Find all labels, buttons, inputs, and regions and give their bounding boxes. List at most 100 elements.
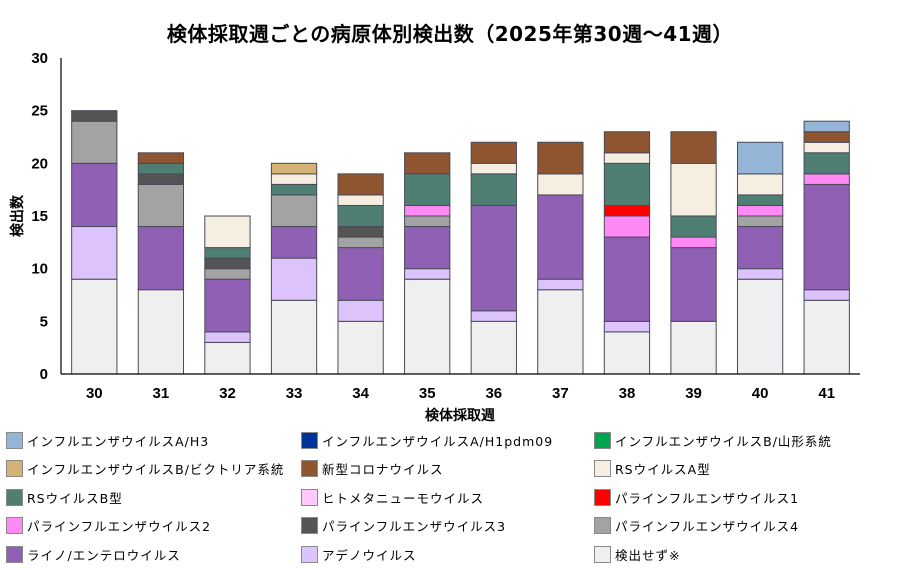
legend-label: インフルエンザウイルスB/山形系統: [615, 433, 832, 449]
legend-item: パラインフルエンザウイルス1: [594, 487, 799, 507]
bar-segment: [670, 131, 717, 164]
bar-segment: [470, 204, 517, 312]
x-tick-label: 35: [419, 385, 436, 402]
bar-segment: [71, 110, 118, 122]
legend-label: インフルエンザウイルスB/ビクトリア系統: [27, 462, 285, 478]
bar-segment: [803, 131, 850, 143]
legend-label: パラインフルエンザウイルス3: [322, 519, 507, 535]
bar-segment: [670, 215, 717, 238]
y-tick-label: 30: [31, 50, 48, 67]
bar-segment: [470, 320, 517, 375]
legend-swatch: [6, 431, 23, 449]
legend-label: インフルエンザウイルスA/H1pdm09: [322, 433, 554, 449]
bar-segment: [803, 289, 850, 301]
bar-segment: [803, 141, 850, 154]
bar-segment: [337, 226, 384, 238]
bar-segment: [603, 131, 651, 154]
bar-segment: [470, 141, 517, 164]
bar-segment: [670, 247, 717, 322]
bar-segment: [337, 173, 384, 196]
bar-segment: [537, 194, 584, 280]
bar-segment: [270, 194, 318, 228]
x-tick-label: 34: [352, 385, 369, 402]
legend-swatch: [301, 431, 318, 449]
bar-segment: [603, 331, 651, 375]
x-tick-label: 36: [485, 385, 502, 402]
legend-swatch: [301, 517, 318, 535]
legend-item: 検出せず※: [594, 544, 680, 564]
bar-stack-week-32: [204, 215, 251, 375]
y-tick-label: 15: [31, 208, 48, 225]
legend-item: パラインフルエンザウイルス2: [6, 516, 211, 536]
bar-segment: [803, 183, 850, 291]
chart-plot: 0 5 10 15 20 25 30 30 31 32 33 34 35 36 37 38 39 40 41 検体…: [9, 50, 860, 424]
bar-segment: [537, 278, 584, 291]
bar-segment: [803, 152, 850, 175]
y-tick-label: 0: [40, 366, 48, 383]
y-tick-label: 5: [40, 313, 48, 330]
bar-segment: [71, 120, 118, 164]
bar-stack-week-39: [670, 131, 717, 375]
bar-segment: [736, 226, 784, 270]
bar-segment: [137, 183, 185, 228]
legend-swatch: [594, 517, 611, 535]
x-tick-label: 33: [286, 385, 303, 402]
x-tick-label: 31: [153, 385, 170, 402]
bar-segment: [603, 215, 651, 238]
bar-segment: [803, 120, 850, 133]
bar-stack-week-33: [270, 162, 318, 375]
bar-segment: [603, 236, 651, 322]
bar-segment: [404, 204, 451, 217]
legend-item: ヒトメタニューモウイルス: [301, 487, 484, 507]
bar-segment: [204, 331, 251, 343]
bar-segment: [670, 162, 717, 217]
bar-stack-week-31: [137, 152, 185, 375]
legend-label: ヒトメタニューモウイルス: [322, 490, 485, 506]
legend-swatch: [301, 460, 318, 478]
bar-segment: [337, 236, 384, 249]
bar-segment: [603, 152, 651, 164]
legend-item: パラインフルエンザウイルス3: [301, 516, 506, 536]
bar-segment: [337, 194, 384, 206]
bar-segment: [204, 215, 251, 249]
y-axis-title: 検出数: [9, 194, 26, 237]
bar-segment: [337, 247, 384, 301]
bar-segment: [404, 226, 451, 270]
bar-segment: [270, 257, 318, 301]
bar-segment: [803, 173, 850, 185]
legend-item: RSウイルスB型: [6, 487, 123, 507]
legend-swatch: [301, 545, 318, 563]
y-tick-label: 25: [31, 103, 48, 120]
legend-label: パラインフルエンザウイルス1: [615, 490, 800, 506]
bar-segment: [537, 173, 584, 196]
bar-segment: [470, 173, 517, 206]
bar-segment: [736, 173, 784, 196]
bar-stack-week-38: [603, 131, 651, 375]
bar-segment: [603, 320, 651, 333]
bar-segment: [137, 173, 185, 185]
bar-segment: [736, 141, 784, 175]
bar-segment: [270, 299, 318, 375]
legend-label: ライノ/エンテロウイルス: [27, 547, 181, 563]
bar-segment: [204, 257, 251, 270]
bar-segment: [404, 215, 451, 228]
x-tick-label: 40: [752, 385, 769, 402]
bar-segment: [204, 278, 251, 333]
bar-stack-week-35: [404, 152, 451, 375]
bar-segment: [71, 226, 118, 280]
bar-segment: [337, 204, 384, 228]
bar-segment: [204, 247, 251, 259]
legend-item: 新型コロナウイルス: [301, 459, 444, 479]
bar-segment: [736, 268, 784, 280]
bar-segment: [270, 173, 318, 185]
legend-swatch: [594, 488, 611, 506]
bar-segment: [137, 162, 185, 175]
y-tick-label: 20: [31, 155, 48, 172]
bar-segment: [470, 310, 517, 322]
legend-item: インフルエンザウイルスB/山形系統: [594, 430, 832, 450]
legend-swatch: [594, 431, 611, 449]
bar-segment: [404, 278, 451, 375]
x-tick-label: 39: [685, 385, 702, 402]
legend-item: アデノウイルス: [301, 544, 417, 564]
legend-swatch: [594, 460, 611, 478]
